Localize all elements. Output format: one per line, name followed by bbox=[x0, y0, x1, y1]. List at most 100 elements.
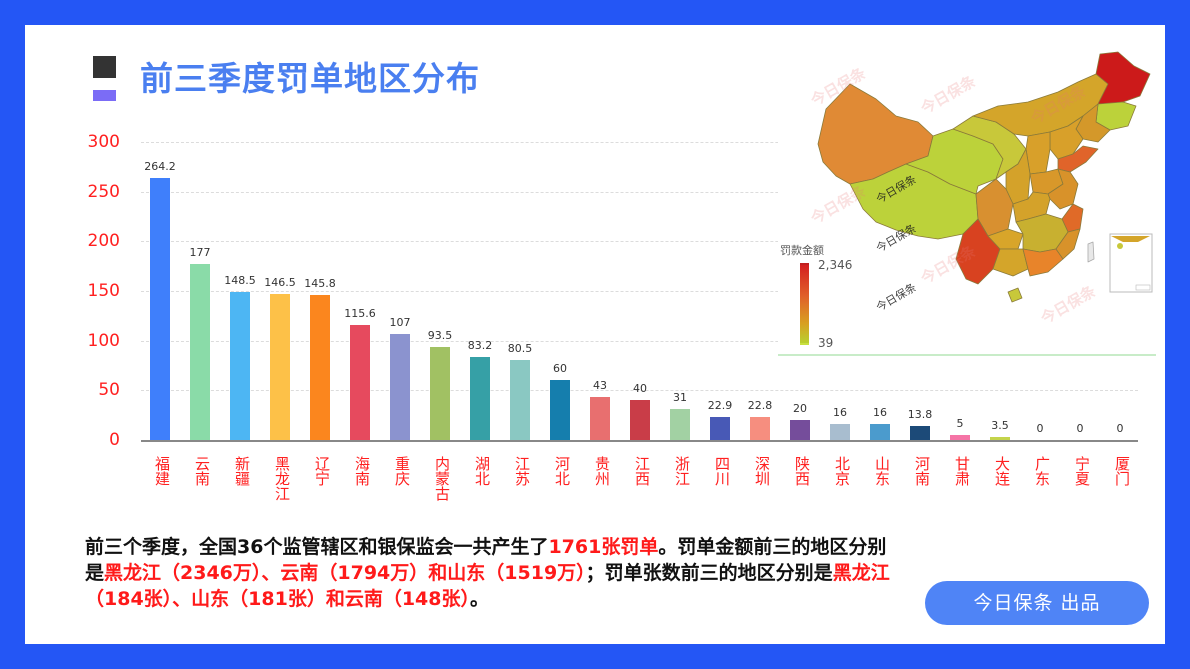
x-axis-category-label: 福建 bbox=[153, 456, 171, 486]
grid-line bbox=[141, 340, 1138, 342]
bar-value-label: 16 bbox=[833, 406, 847, 420]
x-axis-category-label: 甘肃 bbox=[953, 456, 971, 486]
summary-highlight: 1761张罚单 bbox=[548, 536, 659, 558]
bar-value-label: 20 bbox=[793, 402, 807, 416]
bar[interactable] bbox=[830, 424, 850, 440]
x-axis-category-label: 宁夏 bbox=[1073, 456, 1091, 486]
x-axis-category-label: 厦门 bbox=[1113, 456, 1131, 486]
bar[interactable] bbox=[910, 426, 930, 440]
bar[interactable] bbox=[150, 177, 170, 440]
bar-value-label: 0 bbox=[1116, 422, 1124, 435]
x-axis-category-label: 黑龙江 bbox=[273, 456, 291, 501]
summary-paragraph: 前三个季度，全国36个监管辖区和银保监会一共产生了1761张罚单。罚单金额前三的… bbox=[85, 534, 900, 612]
y-axis-tick-label: 300 bbox=[87, 132, 120, 152]
bar[interactable] bbox=[430, 347, 450, 440]
bar-value-label: 148.5 bbox=[224, 274, 256, 288]
x-axis-category-label: 河南 bbox=[913, 456, 931, 486]
grid-line bbox=[141, 291, 1138, 292]
bar[interactable] bbox=[350, 325, 370, 440]
bar-value-label: 80.5 bbox=[507, 342, 533, 356]
bar[interactable] bbox=[230, 292, 250, 440]
y-axis-tick-label: 100 bbox=[87, 330, 120, 351]
bar[interactable] bbox=[750, 417, 770, 440]
bar[interactable] bbox=[550, 380, 570, 440]
bar-value-label: 0 bbox=[1076, 422, 1084, 435]
bar[interactable] bbox=[270, 294, 290, 440]
x-axis-category-label: 山东 bbox=[873, 456, 891, 486]
bar-value-label: 31 bbox=[673, 391, 687, 405]
bar-value-label: 264.2 bbox=[144, 159, 176, 173]
map-legend-title: 罚款金额 bbox=[780, 244, 824, 257]
bar[interactable] bbox=[790, 420, 810, 440]
x-axis-category-label: 深圳 bbox=[753, 456, 771, 486]
x-axis-category-label: 陕西 bbox=[793, 456, 811, 486]
x-axis-category-label: 内蒙古 bbox=[433, 456, 451, 501]
bar-value-label: 146.5 bbox=[264, 276, 296, 290]
grid-line bbox=[141, 191, 1138, 193]
x-axis-category-label: 江苏 bbox=[513, 456, 531, 486]
bar-value-label: 22.9 bbox=[707, 399, 733, 413]
bar-value-label: 43 bbox=[593, 379, 607, 393]
bar-value-label: 16 bbox=[873, 406, 887, 420]
bar[interactable] bbox=[510, 360, 530, 440]
bar[interactable] bbox=[390, 333, 410, 440]
bar-value-label: 0 bbox=[1036, 422, 1044, 435]
bar[interactable] bbox=[190, 264, 210, 440]
bar-value-label: 83.2 bbox=[467, 339, 493, 353]
bar-value-label: 3.5 bbox=[991, 418, 1009, 432]
x-axis-category-label: 湖北 bbox=[473, 456, 491, 486]
x-axis-category-label: 广东 bbox=[1033, 456, 1051, 486]
bar[interactable] bbox=[470, 357, 490, 440]
bar[interactable] bbox=[950, 435, 970, 440]
x-axis-category-label: 河北 bbox=[553, 456, 571, 486]
x-axis-category-label: 新疆 bbox=[233, 456, 251, 486]
map-legend-max: 2,346 bbox=[818, 258, 853, 272]
summary-text: ；罚单张数前三的地区分别是 bbox=[585, 562, 833, 584]
bar[interactable] bbox=[590, 397, 610, 440]
bar[interactable] bbox=[870, 424, 890, 440]
bar[interactable] bbox=[990, 436, 1010, 440]
china-choropleth-map: 今日保条 今日保条 今日保条 今日保条 今日保条 今日保条 今日保条 今日保条 … bbox=[778, 44, 1156, 356]
bar-value-label: 60 bbox=[553, 362, 567, 376]
bar-value-label: 13.8 bbox=[907, 408, 933, 422]
bar[interactable] bbox=[310, 295, 330, 440]
bar[interactable] bbox=[670, 409, 690, 440]
bar-value-label: 177 bbox=[189, 246, 211, 260]
x-axis-category-label: 北京 bbox=[833, 456, 851, 486]
bar-value-label: 115.6 bbox=[344, 307, 376, 321]
x-axis-category-label: 大连 bbox=[993, 456, 1011, 486]
title-decoration-dark bbox=[93, 56, 116, 78]
y-axis-tick-label: 200 bbox=[87, 231, 120, 252]
x-axis-category-label: 贵州 bbox=[593, 456, 611, 486]
bar[interactable] bbox=[630, 400, 650, 440]
grid-line bbox=[141, 390, 1138, 392]
x-axis-category-label: 浙江 bbox=[673, 456, 691, 486]
map-legend-gradient[interactable] bbox=[800, 263, 809, 345]
bar-value-label: 145.8 bbox=[304, 277, 336, 291]
summary-highlight: 黑龙江（2346万）、云南（1794万）和山东（1519万） bbox=[104, 562, 586, 584]
bar[interactable] bbox=[710, 417, 730, 440]
grid-line bbox=[141, 142, 1138, 143]
y-axis-tick-label: 50 bbox=[98, 380, 120, 401]
map-legend-min: 39 bbox=[818, 336, 834, 350]
x-axis-category-label: 四川 bbox=[713, 456, 731, 486]
grid-line bbox=[141, 241, 1138, 243]
x-axis-category-label: 辽宁 bbox=[313, 456, 331, 486]
x-axis-category-label: 江西 bbox=[633, 456, 651, 486]
x-axis-line bbox=[141, 440, 1138, 442]
summary-text: 。 bbox=[469, 588, 489, 610]
credit-badge: 今日保条 出品 bbox=[925, 581, 1149, 625]
y-axis-tick-label: 0 bbox=[109, 430, 120, 450]
bar-value-label: 22.8 bbox=[747, 399, 773, 413]
y-axis-tick-label: 150 bbox=[87, 281, 120, 301]
page-title: 前三季度罚单地区分布 bbox=[140, 59, 480, 98]
bar-value-label: 107 bbox=[389, 315, 411, 329]
bar-value-label: 93.5 bbox=[427, 329, 453, 343]
x-axis-category-label: 海南 bbox=[353, 456, 371, 486]
bar-value-label: 40 bbox=[633, 382, 647, 396]
x-axis-category-label: 重庆 bbox=[393, 456, 411, 486]
title-decoration-purple bbox=[93, 90, 116, 101]
summary-text: 前三个季度，全国36个监管辖区和银保监会一共产生了 bbox=[85, 536, 549, 558]
y-axis-tick-label: 250 bbox=[87, 181, 120, 202]
